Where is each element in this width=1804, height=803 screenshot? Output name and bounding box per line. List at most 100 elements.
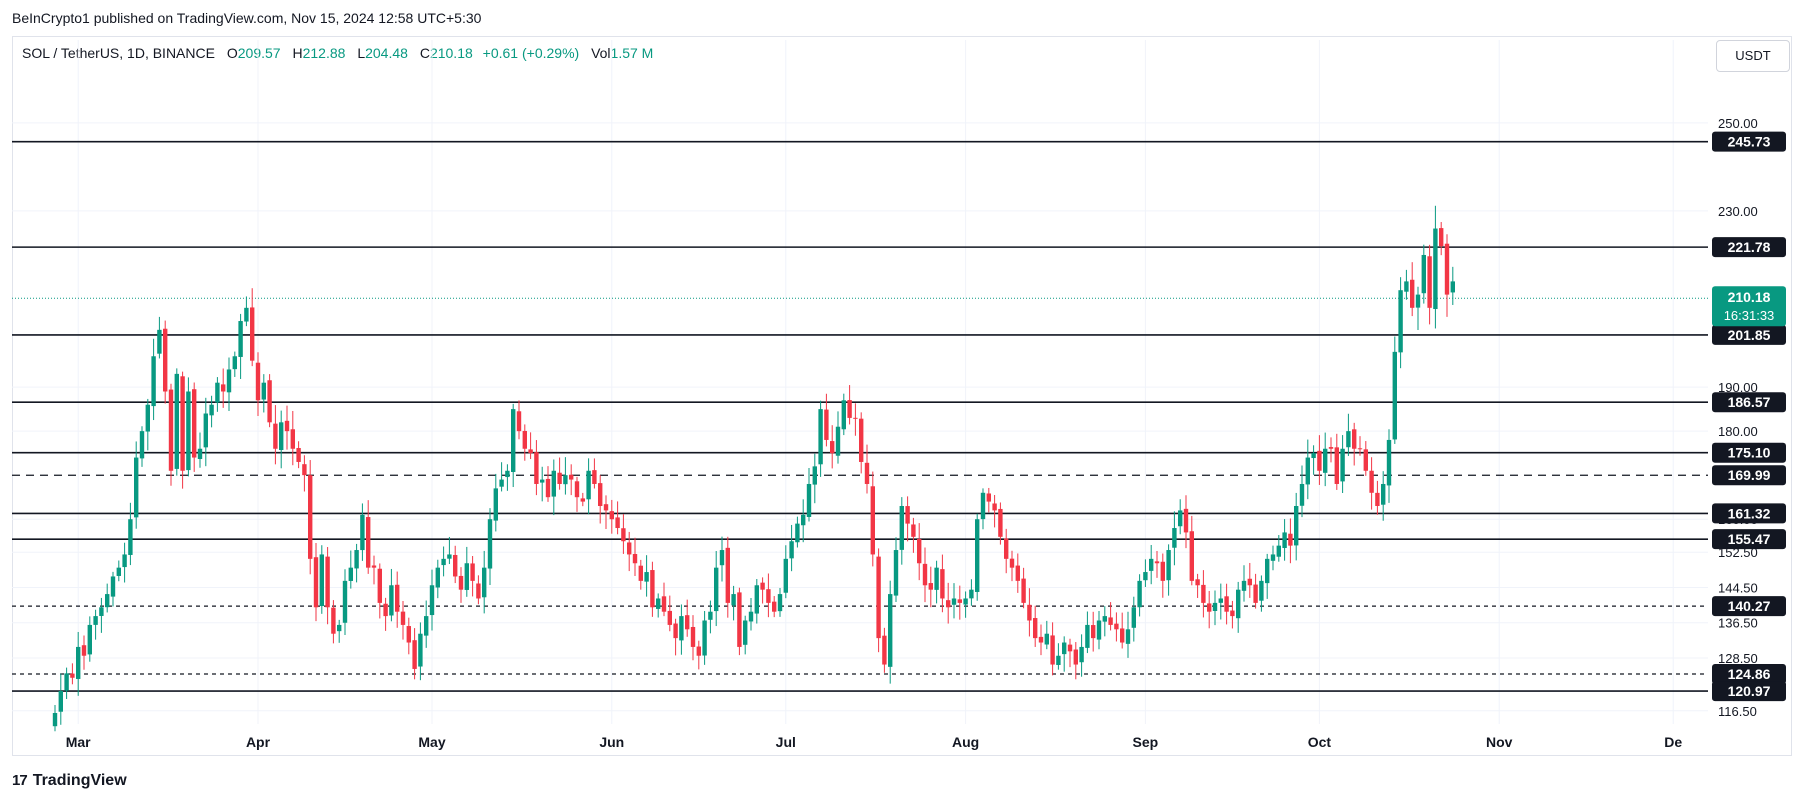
candle-body — [1189, 531, 1194, 581]
candle-body — [1415, 294, 1421, 308]
open-value: 209.57 — [237, 45, 281, 61]
candle-body — [1363, 449, 1368, 471]
candle-body — [511, 409, 516, 472]
candle-body — [1096, 620, 1102, 640]
price-tick-label: 144.50 — [1718, 580, 1758, 595]
candle-body — [232, 356, 237, 370]
candle-body — [313, 557, 319, 608]
candle-body — [928, 583, 933, 590]
candle-body — [203, 413, 208, 448]
candle-body — [128, 519, 133, 555]
level-price-tag-bg — [1712, 442, 1786, 463]
candle-body — [522, 430, 527, 449]
candle-body — [116, 567, 121, 576]
candle-body — [435, 567, 440, 588]
candle-body — [377, 568, 382, 603]
close-value: 210.18 — [429, 45, 473, 61]
candle-body — [250, 307, 255, 361]
candle-body — [1038, 636, 1044, 643]
candle-body — [812, 466, 817, 485]
candle-body — [957, 599, 962, 603]
candle-body — [1137, 580, 1142, 608]
candle-body — [528, 449, 533, 454]
candle-body — [1166, 550, 1171, 581]
time-tick-label: Aug — [952, 734, 979, 750]
candle-body — [754, 585, 759, 614]
candle-body — [1265, 558, 1270, 584]
time-tick-label: Nov — [1486, 734, 1513, 750]
candle-body — [1276, 545, 1281, 557]
candle-body — [980, 492, 986, 520]
candle-body — [644, 572, 649, 582]
change-value: +0.61 (+0.29%) — [482, 45, 580, 61]
candle-body — [806, 483, 812, 517]
candle-body — [1392, 351, 1397, 440]
candle-body — [551, 470, 556, 497]
candle-body — [847, 400, 852, 418]
candle-body — [197, 448, 203, 459]
candle-body — [273, 423, 278, 449]
volume-value: 1.57 M — [610, 45, 654, 61]
currency-button[interactable]: USDT — [1716, 40, 1790, 72]
candle-body — [1207, 603, 1212, 612]
candle-body — [1386, 439, 1392, 486]
level-price-tag: 221.78 — [1728, 239, 1771, 255]
candle-body — [464, 563, 469, 590]
candle-body — [1346, 431, 1351, 448]
candle-body — [1328, 447, 1334, 449]
candle-body — [209, 404, 214, 416]
candle-body — [226, 369, 232, 393]
candle-body — [1056, 655, 1061, 665]
candle-body — [656, 598, 661, 609]
candle-body — [685, 615, 690, 630]
candle-body — [911, 524, 916, 537]
candle-body — [1183, 508, 1189, 533]
level-price-tag-bg — [1712, 596, 1786, 617]
candle-body — [1114, 623, 1119, 630]
candle-body — [818, 409, 823, 465]
candle-body — [476, 583, 481, 599]
candle-body — [447, 554, 452, 559]
close-label: C — [419, 45, 430, 61]
candle-body — [719, 550, 725, 566]
support-resistance-levels — [12, 140, 1708, 692]
candle-body — [1073, 649, 1078, 665]
candle-body — [1212, 602, 1218, 611]
candle-body — [1404, 281, 1409, 292]
candle-body — [400, 611, 406, 625]
tradingview-logo[interactable]: 17 TradingView — [12, 772, 127, 790]
candle-body — [180, 376, 185, 471]
candle-body — [986, 493, 991, 502]
price-axis[interactable]: 116.50128.50136.50144.50152.50160.00180.… — [1712, 116, 1786, 719]
candle-body — [1352, 429, 1357, 449]
candle-body — [1125, 629, 1131, 644]
candle-body — [499, 479, 504, 487]
candle-body — [337, 624, 342, 632]
candle-body — [830, 441, 835, 454]
high-label: H — [292, 45, 303, 61]
candle-body — [58, 690, 63, 712]
candle-body — [1375, 492, 1380, 506]
symbol-name[interactable]: SOL / TetherUS, 1D, BINANCE — [22, 45, 215, 61]
candle-body — [331, 607, 336, 634]
candle-body — [1033, 618, 1038, 639]
volume-label: Vol — [591, 45, 611, 61]
candle-body — [702, 620, 707, 656]
candle-body — [1004, 538, 1009, 559]
candle-body — [296, 448, 301, 462]
candle-body — [215, 382, 220, 403]
candle-body — [1027, 604, 1032, 621]
candle-body — [632, 553, 638, 564]
time-axis[interactable]: Mar Apr May Jun Jul Aug Sep Oct Nov De — [66, 734, 1683, 750]
candle-body — [975, 519, 980, 592]
candle-body — [1160, 561, 1165, 581]
price-tick-label: 180.00 — [1718, 424, 1758, 439]
candle-body — [1195, 579, 1200, 586]
level-price-tag: 186.57 — [1728, 394, 1771, 410]
candle-body — [1178, 510, 1183, 527]
candle-body — [1201, 584, 1206, 603]
candle-body — [255, 362, 261, 401]
candle-body — [99, 607, 104, 616]
candle-body — [876, 556, 881, 639]
